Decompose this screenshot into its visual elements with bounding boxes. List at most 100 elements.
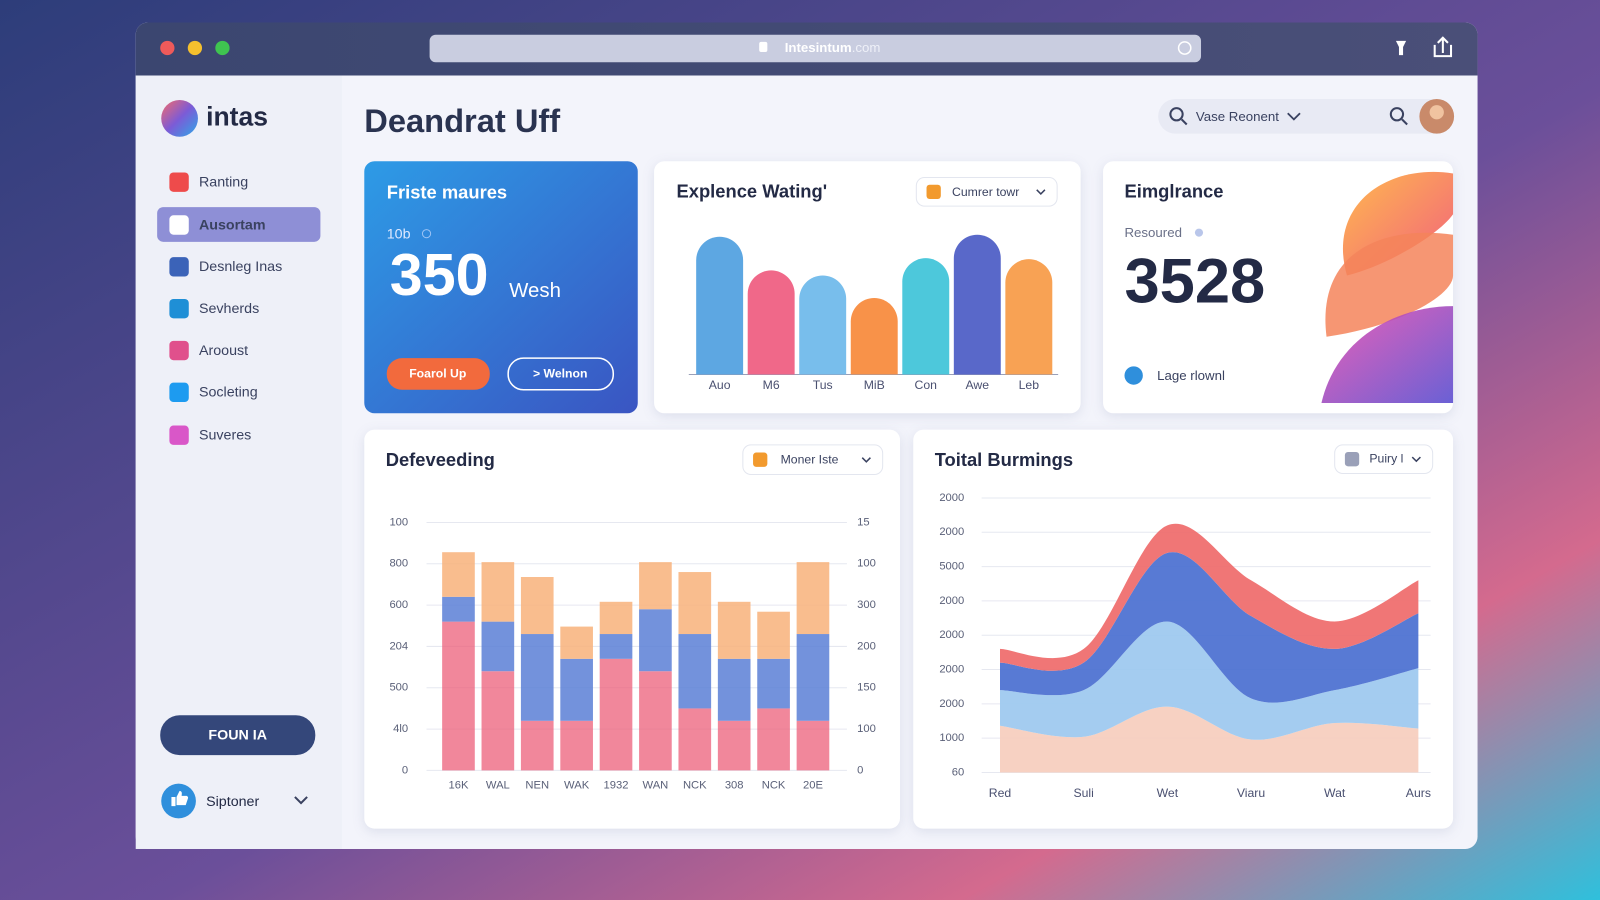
- y2-tick-label: 150: [857, 682, 876, 694]
- x-tick-label: 308: [725, 780, 744, 792]
- feature-secondary-button[interactable]: [507, 357, 615, 391]
- chart-title: Toital Burmings: [935, 449, 1073, 470]
- info-icon: [421, 229, 432, 239]
- lock-icon: [759, 41, 768, 53]
- address-bar[interactable]: [429, 34, 1202, 63]
- search-bar[interactable]: [1158, 98, 1455, 134]
- stat-label: Resoured: [1124, 225, 1181, 240]
- nav-item[interactable]: Ranting: [199, 174, 248, 190]
- y-tick-label: 2000: [939, 663, 964, 675]
- nav-item[interactable]: Ausortam: [199, 217, 266, 233]
- bar-segment: [639, 562, 672, 610]
- stat-footer: Lage rlownl: [1157, 368, 1225, 383]
- bar-segment: [717, 658, 751, 721]
- nav-active-bg: [157, 207, 321, 242]
- search-placeholder: Vase Reonent: [1196, 109, 1279, 124]
- y2-tick-label: 0: [857, 764, 863, 776]
- bar-segment: [717, 720, 751, 771]
- chart-control[interactable]: [742, 444, 884, 475]
- area: [1000, 523, 1419, 671]
- x-tick-label: Red: [989, 786, 1012, 800]
- feature-value: 350: [390, 241, 489, 308]
- y-tick-label: 0: [402, 764, 408, 776]
- bar-segment: [560, 720, 593, 771]
- bar-segment: [481, 562, 515, 622]
- bar-segment: [796, 634, 830, 721]
- y2-tick-label: 100: [857, 723, 876, 735]
- search-icon-handle: [1180, 118, 1188, 126]
- stat-title: Eimglrance: [1124, 181, 1223, 202]
- leaf-decoration: [1325, 232, 1454, 337]
- feature-primary-button[interactable]: [386, 358, 490, 390]
- chart-control-label: Cumrer towr: [952, 185, 1019, 199]
- x-tick-label: WAL: [486, 780, 510, 792]
- chart-control[interactable]: [1334, 444, 1434, 474]
- bar-segment: [639, 671, 672, 771]
- user-icon: [171, 790, 189, 807]
- chart-control-label: Moner Iste: [781, 452, 839, 466]
- nav-icon: [169, 215, 189, 235]
- share-icon[interactable]: [1433, 36, 1453, 58]
- bar: [850, 297, 898, 375]
- bar-segment: [442, 552, 475, 597]
- y-tick-label: 2000: [939, 698, 964, 710]
- feature-label: 10b: [387, 226, 411, 242]
- bar-segment: [599, 634, 633, 659]
- logo: intas: [206, 101, 268, 131]
- bar: [747, 270, 795, 375]
- chart-control-chevron: [1036, 189, 1046, 195]
- extension-icon[interactable]: [1395, 40, 1407, 56]
- x-tick-label: Tus: [813, 378, 833, 392]
- chart-control-chevron: [861, 457, 871, 463]
- search-chevron[interactable]: [1287, 112, 1301, 121]
- cloud-icon: [1124, 366, 1143, 385]
- url: Intesintum.com: [785, 39, 881, 54]
- bar-segment: [678, 634, 712, 709]
- x-tick-label: MiB: [864, 378, 885, 392]
- search-button[interactable]: [1389, 107, 1405, 122]
- bar-segment: [442, 621, 475, 771]
- y-tick-label: 600: [389, 599, 408, 611]
- nav-icon: [169, 298, 189, 319]
- x-tick-label: Aurs: [1406, 786, 1431, 800]
- nav-item[interactable]: Sevherds: [199, 301, 259, 317]
- nav-item[interactable]: Desnleg Inas: [199, 259, 282, 275]
- feature-secondary-button-label: > Welnon: [533, 367, 588, 381]
- nav-item[interactable]: Socleting: [199, 385, 258, 401]
- bar-segment: [560, 626, 593, 659]
- chart-control-icon: [753, 452, 768, 467]
- x-tick-label: Wat: [1324, 786, 1346, 800]
- leaf-decoration: [1321, 306, 1454, 404]
- nav-item[interactable]: Suveres: [199, 427, 251, 443]
- nav-item[interactable]: Arooust: [199, 343, 248, 359]
- feature-primary-button-label: Foarol Up: [409, 367, 466, 381]
- feature-unit: Wesh: [509, 280, 561, 302]
- y-tick-label: 5000: [939, 561, 964, 573]
- chart-control[interactable]: [915, 177, 1058, 207]
- y-tick-label: 4l0: [393, 723, 408, 735]
- chart-control-icon: [926, 184, 941, 199]
- y-tick-label: 500: [389, 682, 408, 694]
- area: [1000, 552, 1419, 703]
- maximize-button[interactable]: [215, 40, 230, 56]
- reload-icon[interactable]: [1177, 41, 1192, 55]
- user-menu-chevron[interactable]: [294, 796, 308, 805]
- bar-segment: [796, 720, 830, 771]
- chart-title: Defeveeding: [386, 449, 495, 470]
- minimize-button[interactable]: [187, 40, 203, 56]
- nav: Ranting Ausortam Desnleg Inas Sevherds Aroou…: [157, 172, 321, 445]
- close-button[interactable]: [160, 40, 175, 56]
- area: [1000, 706, 1419, 773]
- user-name[interactable]: Siptoner: [206, 794, 259, 810]
- profile-face: [1429, 105, 1444, 120]
- primary-button[interactable]: [160, 715, 316, 756]
- y-tick-label: 800: [389, 558, 408, 570]
- charts: Explence Wating' Cumrer towr Auo M6 Tus MiB Co…: [386, 177, 1434, 800]
- info-icon: [1194, 228, 1204, 237]
- bar-segment: [678, 708, 712, 771]
- y-tick-label: 60: [952, 766, 964, 778]
- nav-icon: [169, 382, 189, 403]
- bar-segment: [560, 658, 593, 721]
